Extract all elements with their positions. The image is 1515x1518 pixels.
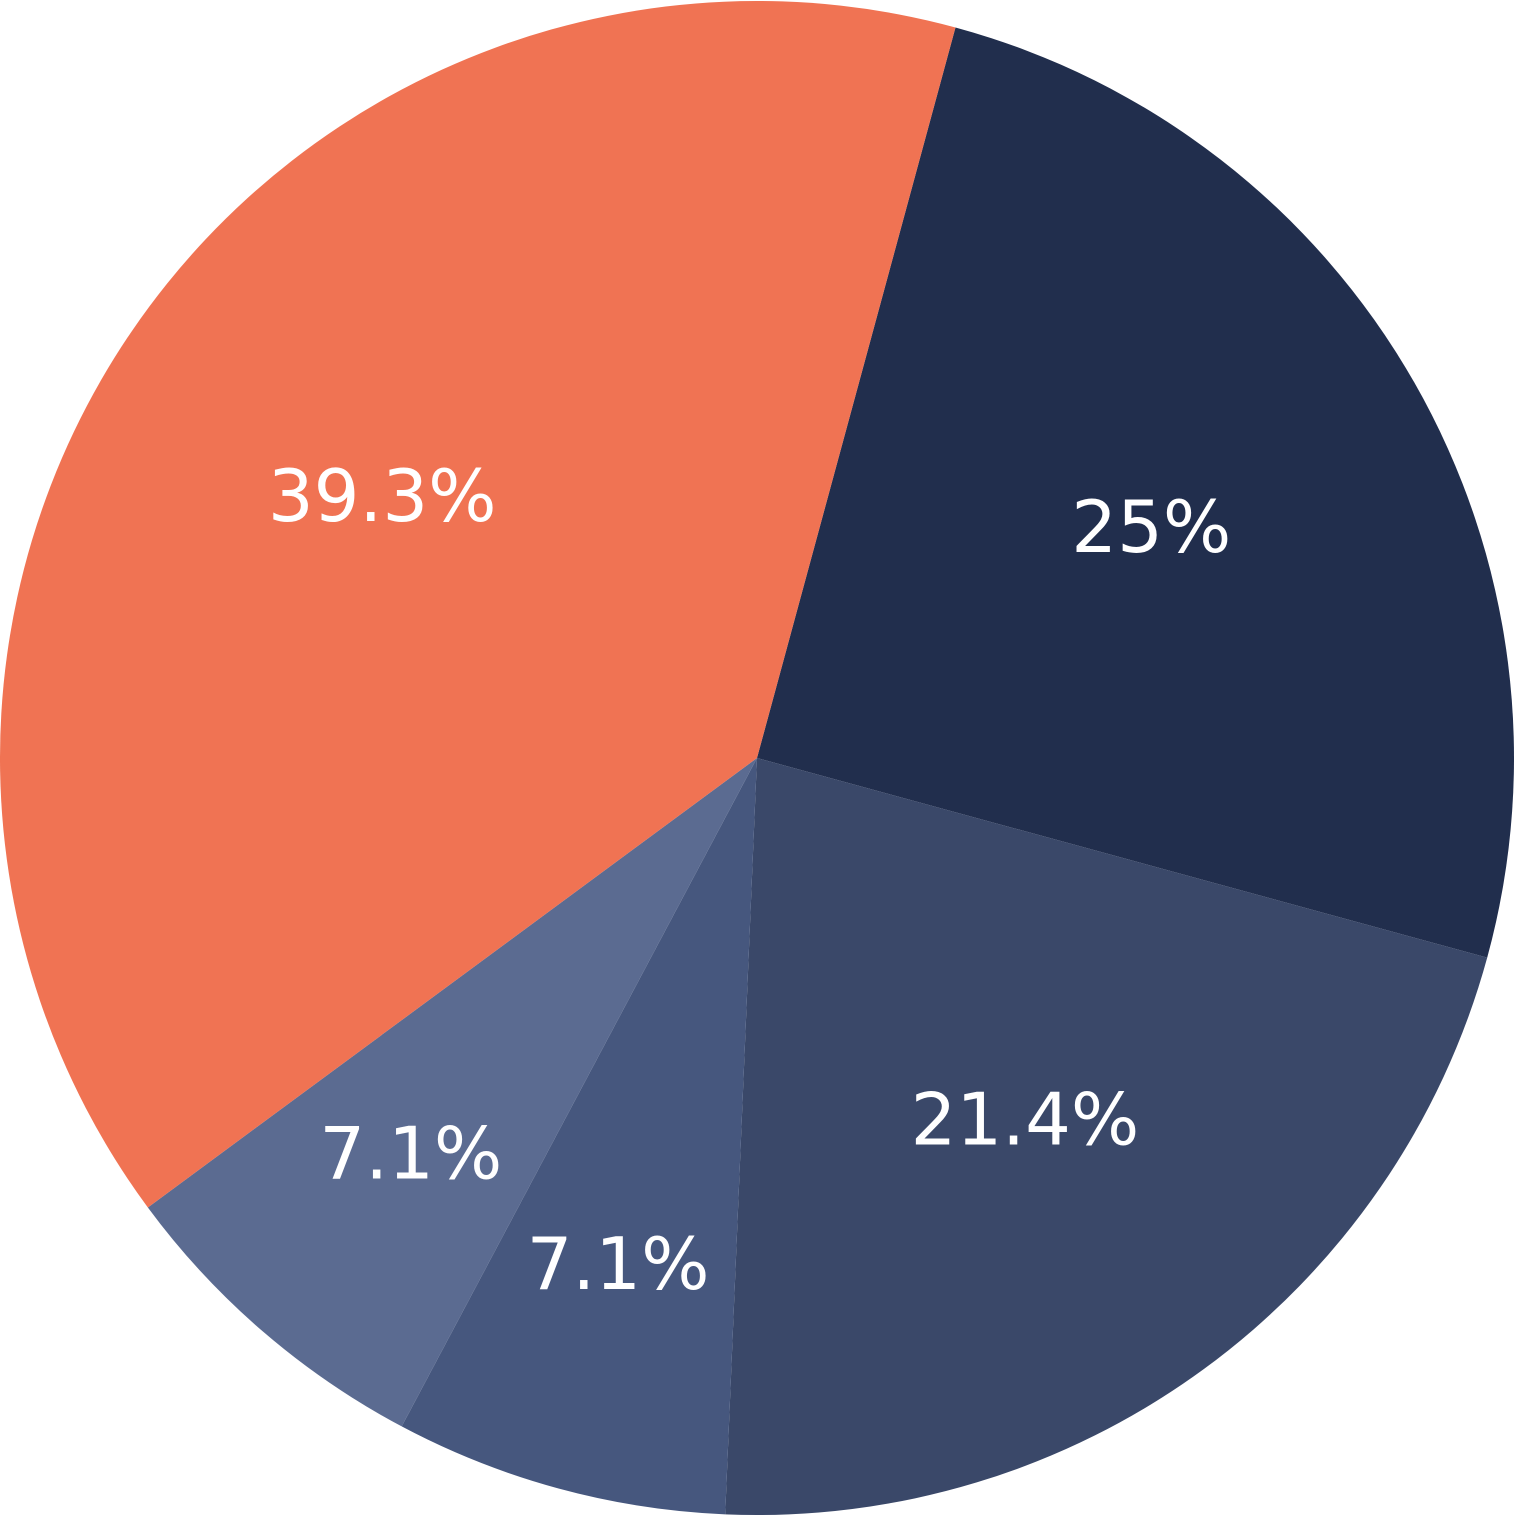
data-label: 25% xyxy=(1071,485,1231,569)
data-label: 7.1% xyxy=(319,1112,502,1196)
data-label: 21.4% xyxy=(911,1077,1140,1161)
pie-slice xyxy=(0,1,956,1208)
pie-slice xyxy=(757,27,1514,958)
pie-slice xyxy=(725,758,1488,1515)
pie-slice xyxy=(401,758,757,1515)
data-label: 7.1% xyxy=(527,1222,710,1306)
data-label: 39.3% xyxy=(268,454,497,538)
pie-slice xyxy=(147,758,757,1427)
